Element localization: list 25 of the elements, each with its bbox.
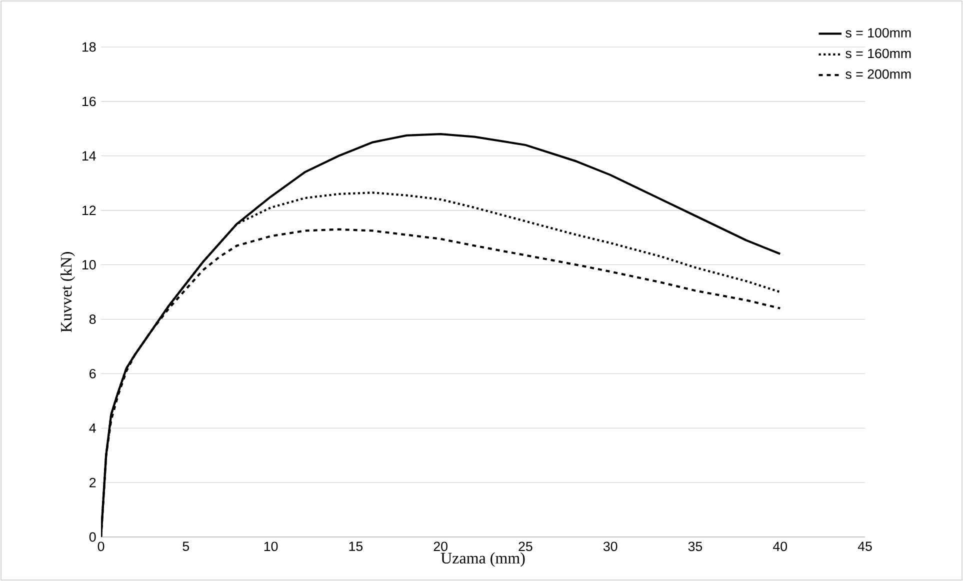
x-tick-label: 15 [349,542,363,551]
legend-label: s = 100mm [846,28,911,38]
y-tick-label: 14 [82,151,96,160]
y-tick-label: 16 [82,96,96,106]
y-tick-label: 8 [89,314,96,324]
x-tick-label: 40 [773,542,788,552]
y-tick-label: 2 [90,478,96,488]
legend-label: s = 160mm [846,48,911,58]
y-tick-label: 18 [82,42,96,52]
x-tick-label: 30 [603,542,618,552]
legend-label: s = 200mm [846,69,911,79]
y-axis-title: Kuvvet (kN) [60,252,75,332]
x-tick-label: 10 [264,542,278,552]
y-tick-label: 12 [82,206,96,215]
y-tick-label: 10 [82,260,96,270]
y-tick-label: 4 [89,424,96,433]
x-axis-title: Uzama (mm) [440,552,525,567]
x-tick-label: 45 [858,542,872,551]
y-tick-label: 6 [90,368,96,378]
x-tick-label: 25 [518,542,532,552]
x-tick-label: 20 [434,542,448,552]
x-tick-label: 35 [688,542,702,552]
y-tick-label: 0 [89,532,96,542]
x-tick-label: 0 [98,542,104,552]
x-tick-label: 5 [182,542,190,551]
